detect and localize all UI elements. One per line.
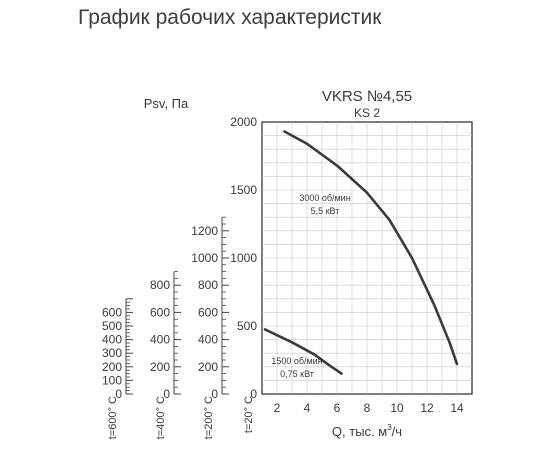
side-tick-label: 600 [198,305,218,319]
x-tick-label: 4 [304,401,311,415]
page-title: График рабочих характеристик [78,6,382,29]
side-tick-label: 200 [150,360,170,374]
x-tick-label: 12 [420,401,434,415]
side-tick-label: 400 [150,333,170,347]
y-axis-label: Psv, Па [144,96,189,111]
series-2-power-label: 0,75 кВт [280,369,314,379]
side-tick-label: 100 [102,373,122,387]
x-tick-labels: 2 4 6 8 10 12 14 [274,401,464,415]
x-tick-label: 10 [390,401,404,415]
y-tick-label: 0 [250,387,257,401]
x-tick-label: 8 [364,401,371,415]
side-tick-label: 200 [102,360,122,374]
temperature-label: t=600° C [107,396,119,439]
side-axis: 0 200 400 600 800 t=400° C [150,271,181,439]
y-tick-labels: 0 500 1000 1500 2000 [230,115,257,401]
side-tick-label: 0 [163,387,170,401]
side-tick-label: 200 [198,360,218,374]
model-label: VKRS №4,55 [322,88,412,105]
x-axis-label: Q, тыс. м3/ч [332,423,402,439]
side-axis: t=20° C [243,396,255,433]
side-tick-label: 1200 [191,224,218,238]
x-tick-label: 6 [334,401,341,415]
y-tick-label: 1500 [230,183,257,197]
x-tick-label: 2 [274,401,281,415]
side-tick-label: 600 [102,305,122,319]
curve-series-1 [283,130,459,366]
temperature-label: t=20° C [243,396,255,433]
side-tick-label: 400 [102,333,122,347]
x-tick-label: 14 [450,401,464,415]
y-tick-label: 1000 [230,251,257,265]
side-tick-label: 0 [211,387,218,401]
grid [262,122,472,394]
side-tick-label: 400 [198,333,218,347]
side-axis: 0 200 400 600 800 1000 1200 t=200° C [191,216,229,439]
side-tick-label: 0 [115,387,122,401]
side-tick-label: 1000 [191,251,218,265]
y-tick-label: 2000 [230,115,257,129]
variant-label: KS 2 [354,106,380,120]
temperature-label: t=400° C [155,396,167,439]
temperature-label: t=200° C [203,396,215,439]
side-tick-label: 500 [102,319,122,333]
series-1-speed-label: 3000 об/мин [299,193,350,203]
curves [263,130,459,375]
y-tick-label: 500 [237,319,257,333]
side-tick-label: 800 [198,278,218,292]
curve-series-2 [263,328,343,375]
series-2-speed-label: 1500 об/мин [271,356,322,366]
side-tick-label: 600 [150,305,170,319]
side-tick-label: 300 [102,346,122,360]
series-1-power-label: 5,5 кВт [311,206,340,216]
side-tick-label: 800 [150,278,170,292]
